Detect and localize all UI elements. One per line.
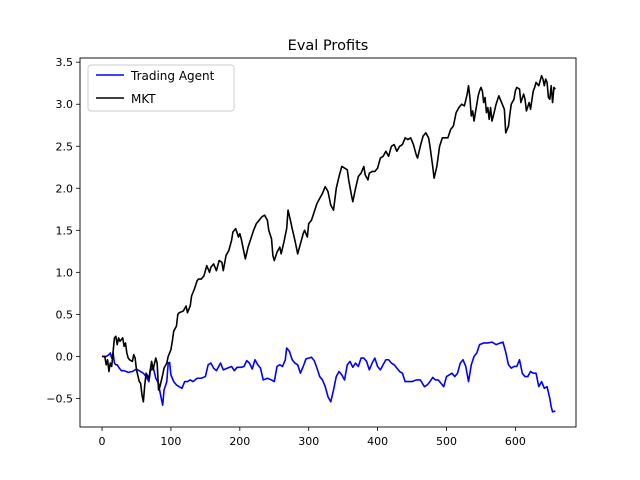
x-tick-label: 500 bbox=[436, 435, 457, 448]
chart-title: Eval Profits bbox=[288, 38, 369, 54]
y-tick-label: 1.0 bbox=[56, 266, 74, 279]
y-tick-label: 2.0 bbox=[56, 182, 74, 195]
series-line-mkt bbox=[102, 74, 556, 403]
y-axis-ticks: −0.5 0.0 0.5 1.0 1.5 2.0 2.5 3.0 3.5 bbox=[46, 56, 80, 405]
legend-label-trading-agent: Trading Agent bbox=[130, 69, 215, 83]
y-tick-label: 1.5 bbox=[56, 224, 74, 237]
x-tick-label: 400 bbox=[367, 435, 388, 448]
legend: Trading Agent MKT bbox=[87, 64, 235, 112]
x-tick-label: 0 bbox=[99, 435, 106, 448]
y-tick-label: 3.0 bbox=[56, 98, 74, 111]
x-axis-ticks: 0 100 200 300 400 500 600 bbox=[99, 427, 526, 448]
x-tick-label: 100 bbox=[160, 435, 181, 448]
series-layer bbox=[102, 74, 556, 413]
y-tick-label: 0.0 bbox=[56, 350, 74, 363]
y-tick-label: 3.5 bbox=[56, 56, 74, 69]
legend-box bbox=[87, 64, 235, 112]
y-tick-label: −0.5 bbox=[46, 392, 73, 405]
x-tick-label: 300 bbox=[298, 435, 319, 448]
legend-label-mkt: MKT bbox=[131, 92, 156, 106]
x-tick-label: 600 bbox=[505, 435, 526, 448]
y-tick-label: 2.5 bbox=[56, 140, 74, 153]
y-tick-label: 0.5 bbox=[56, 308, 74, 321]
x-tick-label: 200 bbox=[229, 435, 250, 448]
plot-frame bbox=[79, 57, 577, 428]
series-line-trading-agent bbox=[102, 341, 556, 413]
